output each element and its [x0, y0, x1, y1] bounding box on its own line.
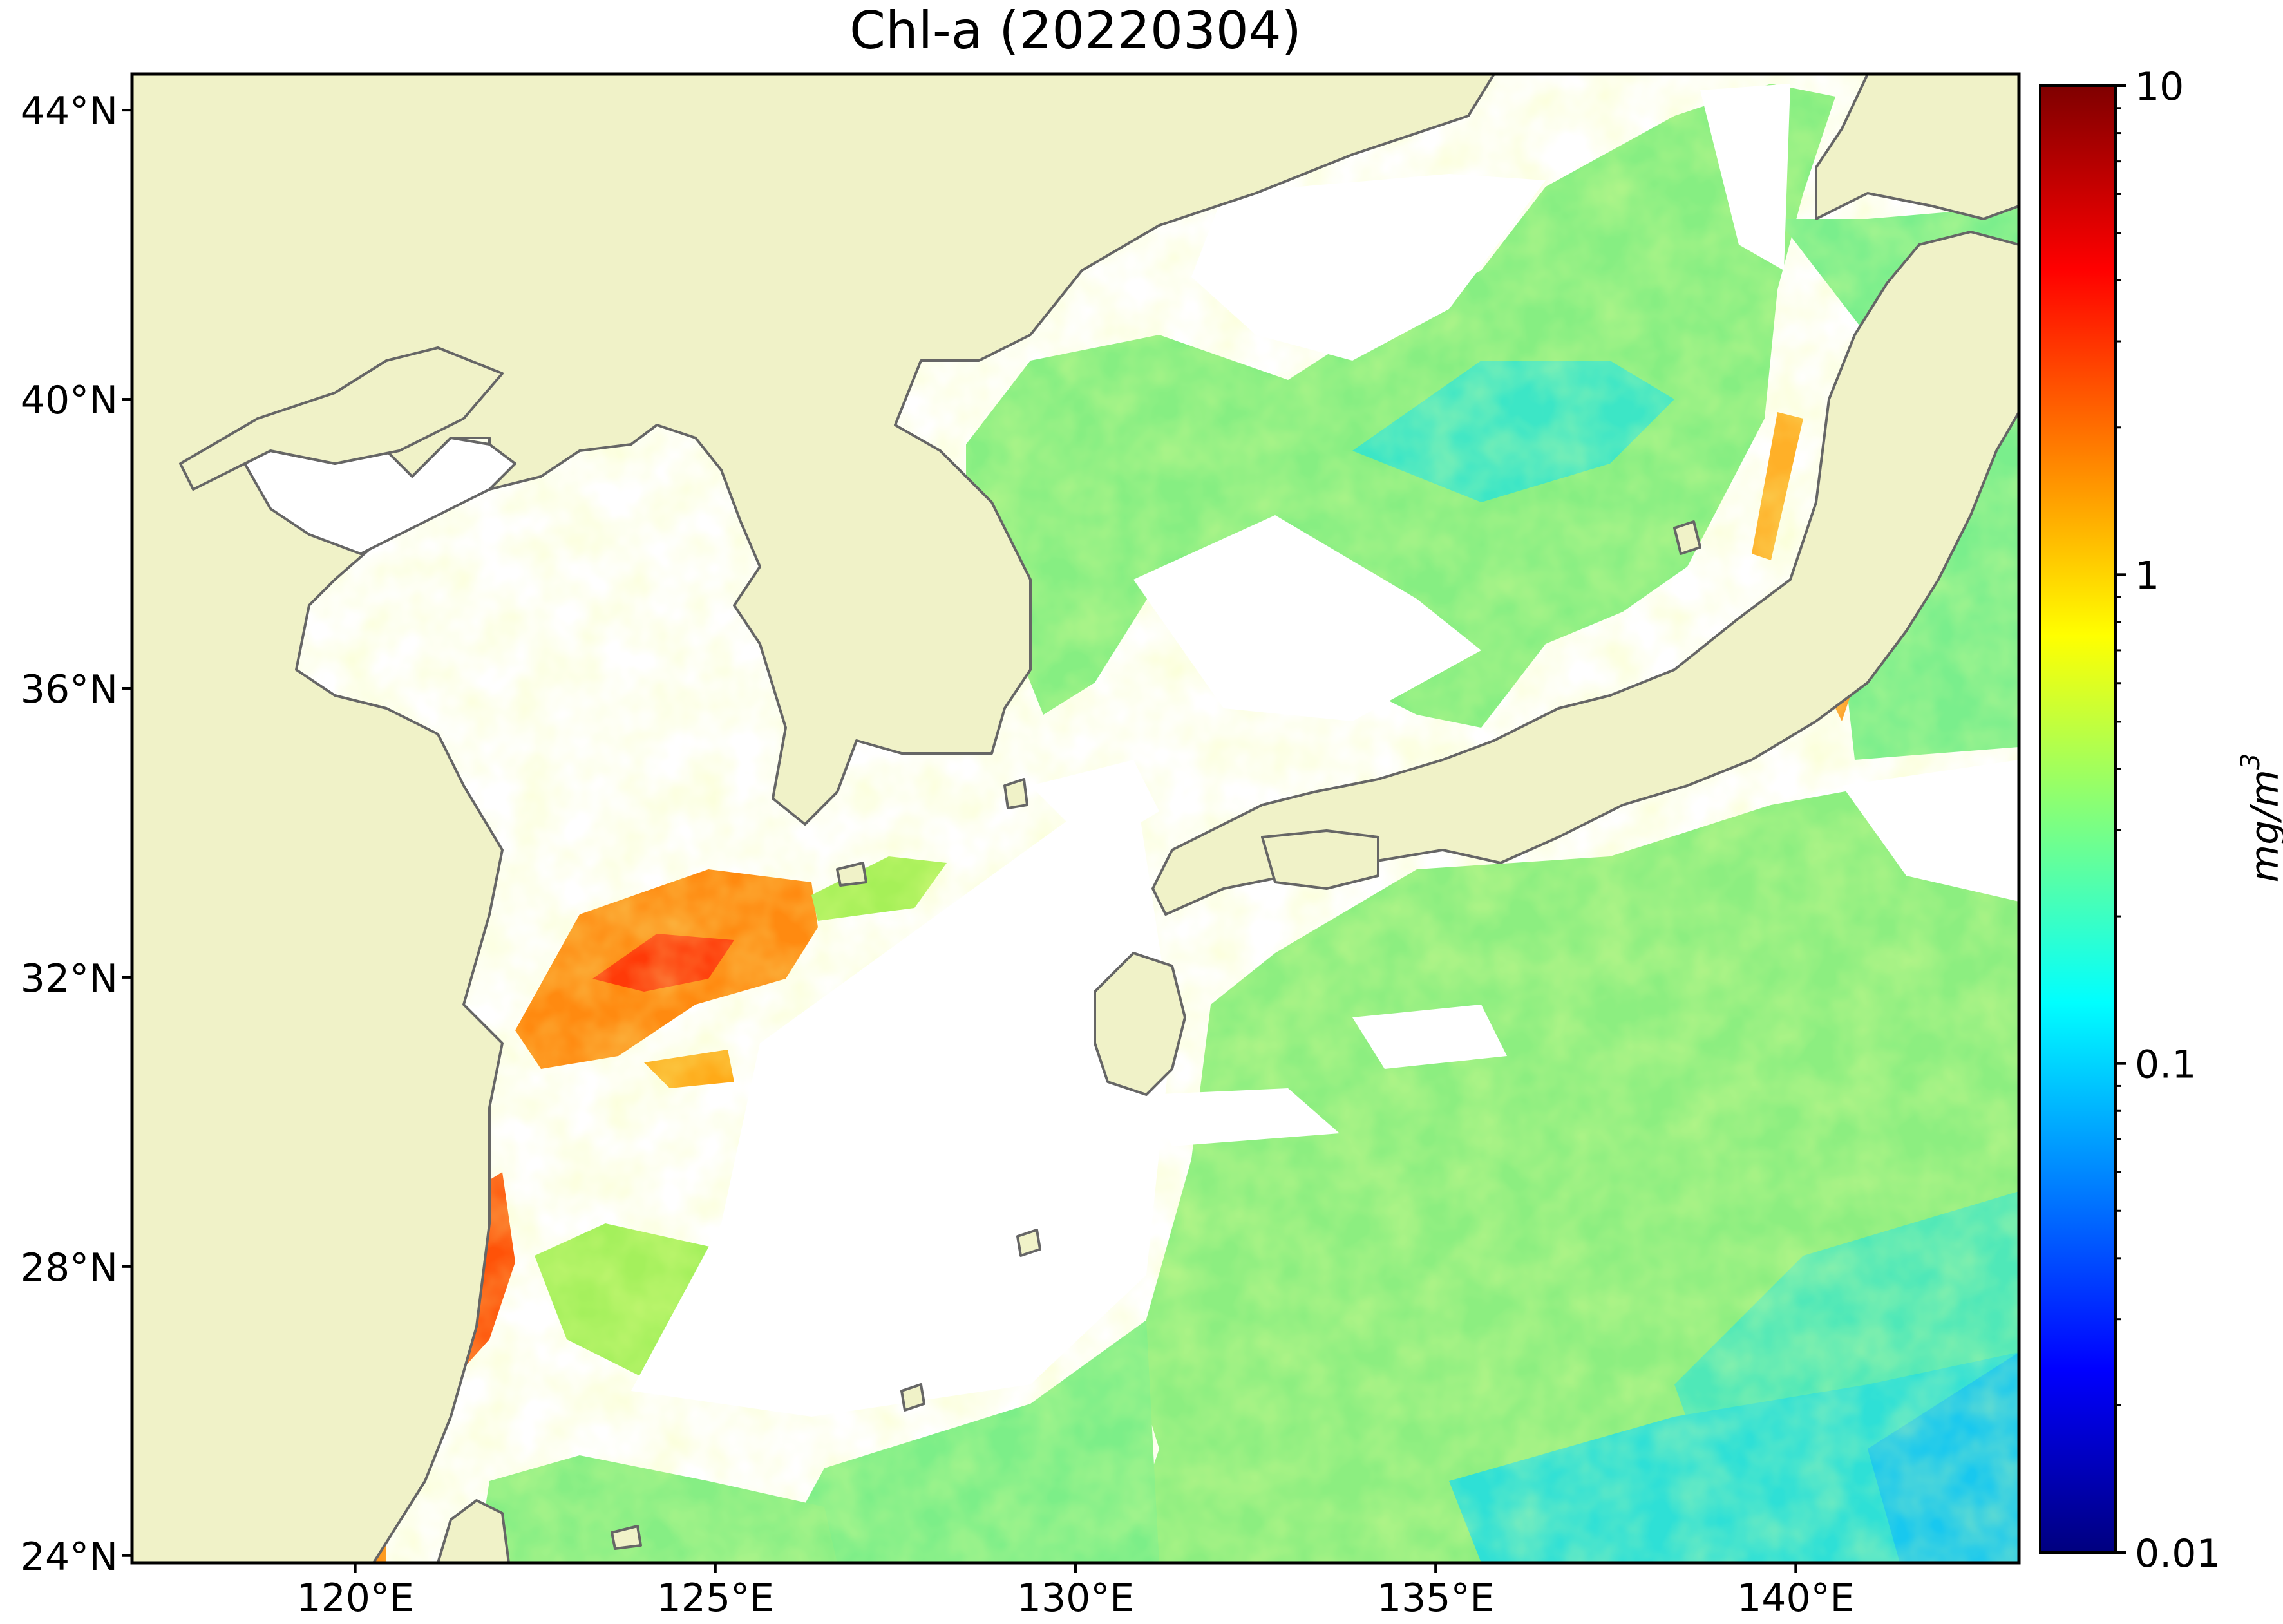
lat-tick-label: 28°N — [21, 1245, 118, 1290]
longitude-axis: 120°E 125°E 130°E 135°E 140°E — [296, 1563, 1855, 1621]
lat-tick-label: 40°N — [21, 378, 118, 423]
lon-tick-label: 130°E — [1017, 1576, 1134, 1621]
colorbar-unit-label: mg/m3 — [2236, 753, 2283, 883]
colorbar-tick-label: 1 — [2135, 553, 2159, 598]
map-title: Chl-a (20220304) — [849, 1, 1302, 61]
lon-tick-label: 120°E — [296, 1576, 413, 1621]
lon-tick-label: 125°E — [657, 1576, 774, 1621]
lon-tick-label: 135°E — [1377, 1576, 1494, 1621]
colorbar-ticks: 10 1 0.1 0.01 — [2116, 64, 2221, 1576]
colorbar: 10 1 0.1 0.01 mg/m3 — [2039, 64, 2283, 1576]
lon-tick-label: 140°E — [1737, 1576, 1854, 1621]
map-plot-area — [132, 74, 2019, 1563]
lat-tick-label: 44°N — [21, 89, 118, 134]
colorbar-tick-label: 10 — [2135, 64, 2184, 109]
colorbar-tick-label: 0.01 — [2135, 1531, 2221, 1576]
land-masses — [132, 74, 2019, 1563]
lat-tick-label: 24°N — [21, 1534, 118, 1580]
lat-tick-label: 36°N — [21, 667, 118, 712]
lat-tick-label: 32°N — [21, 956, 118, 1001]
colorbar-tick-label: 0.1 — [2135, 1043, 2196, 1088]
colorbar-gradient — [2039, 84, 2117, 1554]
latitude-axis: 24°N 28°N 32°N 36°N 40°N 44°N — [21, 89, 132, 1580]
